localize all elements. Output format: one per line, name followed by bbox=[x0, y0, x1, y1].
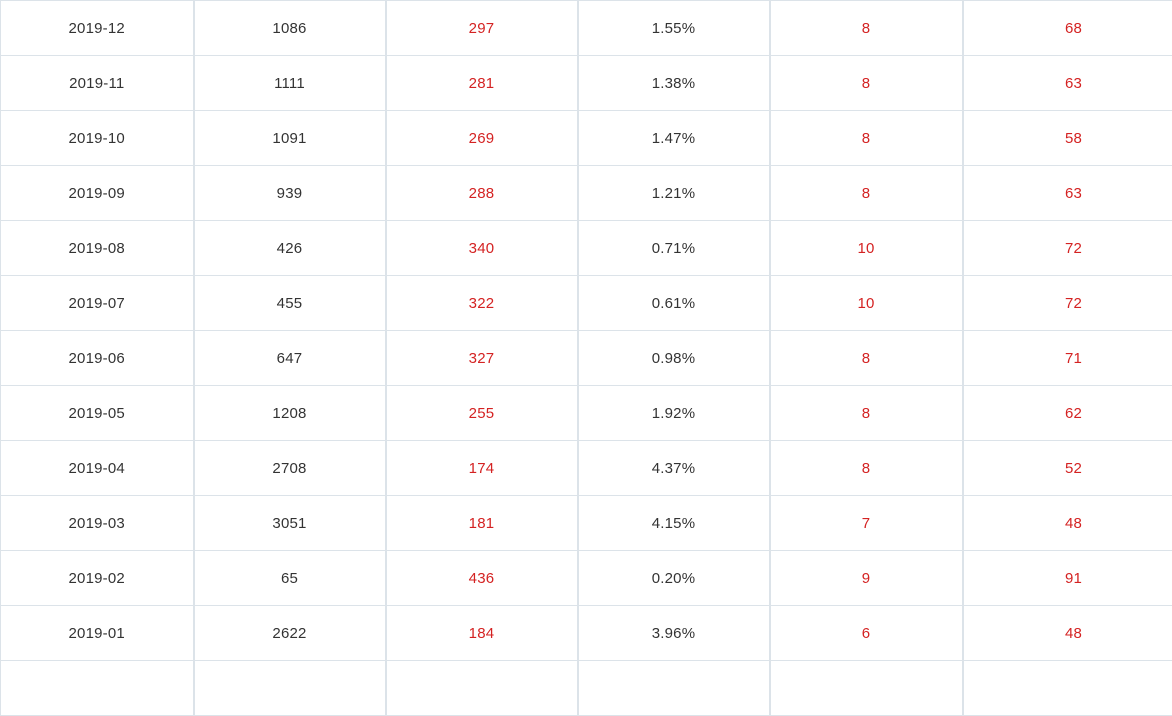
cell-month: 2019-08 bbox=[1, 221, 194, 276]
cell-value_b: 8 bbox=[770, 441, 963, 496]
cell-count: 939 bbox=[194, 166, 386, 221]
cell-percent: 1.47% bbox=[578, 111, 770, 166]
cell-value_a: 322 bbox=[386, 276, 578, 331]
cell-value_c: 62 bbox=[963, 386, 1172, 441]
cell-month: 2019-10 bbox=[1, 111, 194, 166]
cell-empty bbox=[578, 661, 770, 716]
cell-percent: 0.61% bbox=[578, 276, 770, 331]
cell-value_a: 281 bbox=[386, 56, 578, 111]
cell-empty bbox=[386, 661, 578, 716]
cell-value_c: 72 bbox=[963, 221, 1172, 276]
cell-value_b: 8 bbox=[770, 111, 963, 166]
cell-empty bbox=[1, 661, 194, 716]
cell-month: 2019-11 bbox=[1, 56, 194, 111]
page: { "colors": { "red-color": "#d42222", "t… bbox=[0, 0, 1172, 643]
cell-value_b: 10 bbox=[770, 276, 963, 331]
cell-count: 2622 bbox=[194, 606, 386, 661]
cell-percent: 0.71% bbox=[578, 221, 770, 276]
cell-percent: 0.98% bbox=[578, 331, 770, 386]
cell-value_b: 8 bbox=[770, 56, 963, 111]
cell-value_a: 181 bbox=[386, 496, 578, 551]
cell-value_c: 58 bbox=[963, 111, 1172, 166]
cell-value_a: 174 bbox=[386, 441, 578, 496]
cell-value_b: 8 bbox=[770, 331, 963, 386]
cell-month: 2019-05 bbox=[1, 386, 194, 441]
cell-value_a: 297 bbox=[386, 1, 578, 56]
cell-value_b: 8 bbox=[770, 1, 963, 56]
cell-month: 2019-12 bbox=[1, 1, 194, 56]
cell-value_a: 436 bbox=[386, 551, 578, 606]
cell-count: 1111 bbox=[194, 56, 386, 111]
cell-month: 2019-01 bbox=[1, 606, 194, 661]
cell-month: 2019-03 bbox=[1, 496, 194, 551]
cell-value_c: 68 bbox=[963, 1, 1172, 56]
cell-percent: 1.21% bbox=[578, 166, 770, 221]
cell-percent: 1.55% bbox=[578, 1, 770, 56]
cell-percent: 1.92% bbox=[578, 386, 770, 441]
cell-value_c: 52 bbox=[963, 441, 1172, 496]
cell-value_c: 63 bbox=[963, 166, 1172, 221]
cell-count: 426 bbox=[194, 221, 386, 276]
cell-count: 647 bbox=[194, 331, 386, 386]
cell-value_c: 71 bbox=[963, 331, 1172, 386]
cell-empty bbox=[194, 661, 386, 716]
cell-value_c: 63 bbox=[963, 56, 1172, 111]
cell-month: 2019-02 bbox=[1, 551, 194, 606]
cell-count: 2708 bbox=[194, 441, 386, 496]
cell-count: 455 bbox=[194, 276, 386, 331]
table-row bbox=[1, 661, 1172, 716]
cell-count: 1091 bbox=[194, 111, 386, 166]
cell-value_b: 8 bbox=[770, 166, 963, 221]
cell-value_a: 288 bbox=[386, 166, 578, 221]
cell-value_b: 7 bbox=[770, 496, 963, 551]
cell-count: 1208 bbox=[194, 386, 386, 441]
cell-month: 2019-04 bbox=[1, 441, 194, 496]
cell-value_a: 184 bbox=[386, 606, 578, 661]
cell-value_b: 6 bbox=[770, 606, 963, 661]
cell-value_b: 10 bbox=[770, 221, 963, 276]
cell-value_c: 72 bbox=[963, 276, 1172, 331]
cell-value_c: 48 bbox=[963, 496, 1172, 551]
cell-value_b: 9 bbox=[770, 551, 963, 606]
cell-value_a: 255 bbox=[386, 386, 578, 441]
cell-count: 65 bbox=[194, 551, 386, 606]
cell-percent: 0.20% bbox=[578, 551, 770, 606]
cell-value_c: 91 bbox=[963, 551, 1172, 606]
cell-percent: 3.96% bbox=[578, 606, 770, 661]
cell-empty bbox=[963, 661, 1172, 716]
cell-month: 2019-09 bbox=[1, 166, 194, 221]
cell-value_a: 327 bbox=[386, 331, 578, 386]
cell-count: 1086 bbox=[194, 1, 386, 56]
cell-percent: 1.38% bbox=[578, 56, 770, 111]
cell-percent: 4.37% bbox=[578, 441, 770, 496]
cell-value_a: 340 bbox=[386, 221, 578, 276]
cell-month: 2019-07 bbox=[1, 276, 194, 331]
cell-count: 3051 bbox=[194, 496, 386, 551]
cell-value_b: 8 bbox=[770, 386, 963, 441]
cell-value_c: 48 bbox=[963, 606, 1172, 661]
cell-value_a: 269 bbox=[386, 111, 578, 166]
cell-month: 2019-06 bbox=[1, 331, 194, 386]
cell-percent: 4.15% bbox=[578, 496, 770, 551]
cell-empty bbox=[770, 661, 963, 716]
